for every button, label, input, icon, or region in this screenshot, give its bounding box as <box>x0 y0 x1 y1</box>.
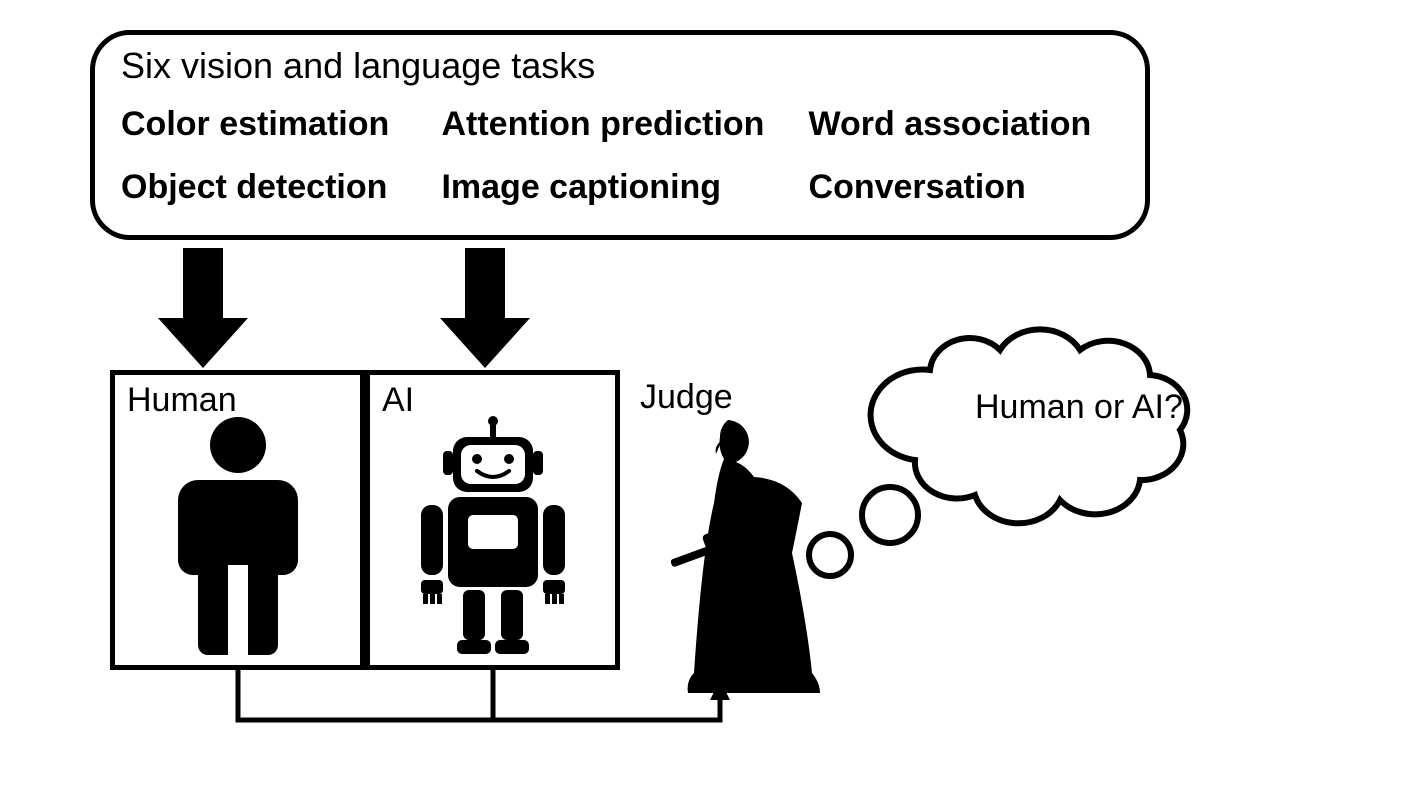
task-item: Color estimation <box>121 105 431 144</box>
down-arrow-icon <box>440 248 530 368</box>
ai-panel: AI <box>365 370 620 670</box>
thought-bubble-icon <box>780 320 1210 600</box>
task-item: Word association <box>809 105 1119 144</box>
human-icon <box>158 415 318 655</box>
tasks-grid: Color estimation Attention prediction Wo… <box>121 105 1119 207</box>
task-item: Conversation <box>809 168 1119 207</box>
task-item: Attention prediction <box>441 105 798 144</box>
task-item: Object detection <box>121 168 431 207</box>
task-item: Image captioning <box>441 168 798 207</box>
thought-text: Human or AI? <box>975 388 1183 427</box>
tasks-container: Six vision and language tasks Color esti… <box>90 30 1150 240</box>
human-panel: Human <box>110 370 365 670</box>
robot-icon <box>393 415 593 655</box>
down-arrow-icon <box>158 248 248 368</box>
tasks-title: Six vision and language tasks <box>121 45 1119 87</box>
